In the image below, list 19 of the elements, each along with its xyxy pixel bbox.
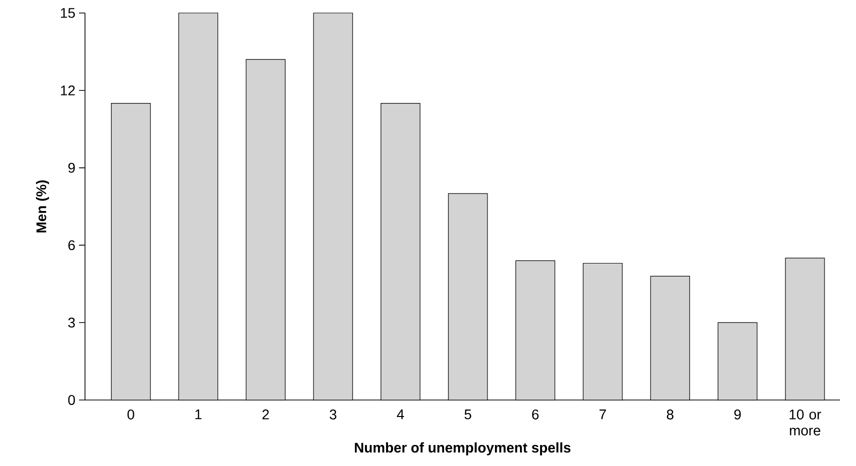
x-tick-label: 0 [128, 410, 134, 420]
x-axis-title: Number of unemployment spells [354, 442, 570, 456]
x-tick-label: 9 [734, 410, 741, 420]
y-axis-title: Men (%) [36, 180, 50, 232]
x-tick-label: 3 [330, 410, 336, 420]
x-tick-label: 1 [195, 410, 202, 420]
x-tick-label: 2 [262, 410, 269, 420]
y-tick-label: 12 [60, 86, 75, 96]
y-tick-label: 9 [68, 162, 75, 173]
x-tick-label: 10 or more [790, 410, 822, 436]
x-tick-label: 5 [464, 410, 472, 420]
y-tick-label: 15 [60, 8, 75, 18]
x-tick-label: 4 [396, 410, 404, 420]
x-tick-label: 7 [600, 410, 606, 420]
y-tick-label: 3 [68, 318, 75, 328]
y-tick-label: 6 [68, 240, 75, 250]
y-tick-label: 0 [68, 395, 75, 405]
x-tick-label: 6 [532, 410, 539, 420]
x-tick-label: 8 [666, 410, 674, 420]
